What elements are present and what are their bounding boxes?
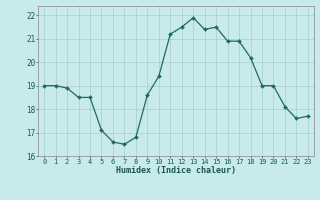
X-axis label: Humidex (Indice chaleur): Humidex (Indice chaleur) (116, 166, 236, 175)
